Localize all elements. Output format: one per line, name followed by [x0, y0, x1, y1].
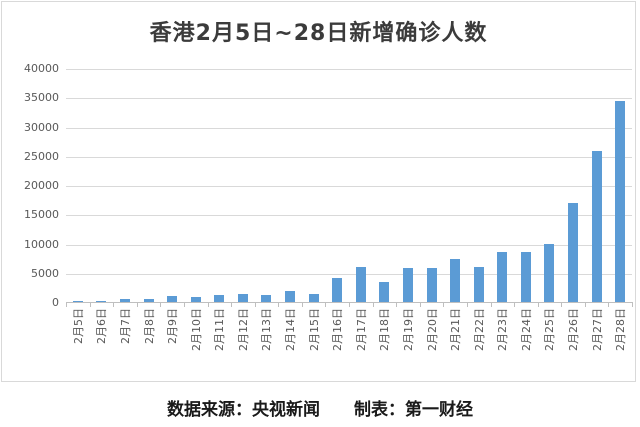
- gridline: [66, 69, 632, 70]
- x-axis-tick: [490, 303, 492, 307]
- x-tick-label: 2月6日: [95, 308, 109, 344]
- x-tick-label: 2月11日: [213, 308, 227, 351]
- bar-2月10日: [190, 297, 201, 303]
- x-tick-label: 2月14日: [284, 308, 298, 351]
- x-tick-label: 2月12日: [236, 308, 250, 351]
- x-axis-tick: [301, 303, 303, 307]
- bar-2月23日: [497, 252, 508, 303]
- x-axis-tick: [207, 303, 209, 307]
- x-axis-tick: [231, 303, 233, 307]
- x-tick-label: 2月25日: [543, 308, 557, 351]
- x-axis-line: [66, 302, 633, 303]
- bar-2月26日: [568, 203, 579, 303]
- bar-2月18日: [379, 281, 390, 303]
- x-tick-label: 2月27日: [590, 308, 604, 351]
- bar-2月19日: [402, 267, 413, 303]
- y-tick-label: 40000: [24, 62, 59, 75]
- bar-2月27日: [591, 150, 602, 303]
- bar-2月20日: [426, 267, 437, 303]
- bar-2月16日: [332, 277, 343, 303]
- chart-title: 香港2月5日~28日新增确诊人数: [149, 21, 488, 46]
- x-tick-label: 2月23日: [496, 308, 510, 351]
- x-tick-label: 2月24日: [519, 308, 533, 351]
- x-axis-tick: [113, 303, 115, 307]
- x-tick-label: 2月7日: [118, 308, 132, 344]
- x-axis-tick: [66, 303, 67, 307]
- bar-2月8日: [143, 299, 154, 303]
- bar-2月15日: [308, 293, 319, 303]
- x-tick-label: 2月26日: [567, 308, 581, 351]
- x-axis-tick: [349, 303, 350, 307]
- x-axis-tick: [396, 303, 398, 307]
- x-tick-label: 2月17日: [354, 308, 368, 351]
- x-axis-tick: [254, 303, 256, 307]
- plot-area: [66, 69, 632, 303]
- x-axis-tick: [419, 303, 421, 307]
- bar-2月25日: [544, 244, 555, 303]
- x-tick-label: 2月16日: [331, 308, 345, 351]
- bar-2月11日: [214, 295, 225, 303]
- x-tick-label: 2月20日: [425, 308, 439, 351]
- x-axis-tick: [160, 303, 162, 307]
- gridline: [66, 215, 632, 217]
- bar-2月22日: [473, 266, 484, 303]
- y-tick-label: 5000: [31, 266, 59, 280]
- bar-2月9日: [167, 296, 178, 303]
- bar-2月14日: [285, 290, 296, 303]
- x-tick-label: 2月28日: [614, 308, 628, 351]
- x-axis-tick: [537, 303, 539, 307]
- bar-2月12日: [237, 294, 248, 303]
- x-tick-label: 2月10日: [189, 308, 203, 351]
- x-axis-tick: [632, 303, 633, 307]
- x-tick-label: 2月9日: [166, 308, 180, 344]
- y-tick-label: 15000: [24, 208, 59, 222]
- bar-2月7日: [119, 299, 130, 303]
- x-tick-label: 2月22日: [472, 308, 486, 351]
- x-tick-label: 2月8日: [142, 308, 156, 344]
- gridline: [66, 244, 632, 246]
- y-tick-label: 10000: [24, 237, 59, 251]
- bar-2月21日: [450, 258, 461, 303]
- x-tick-label: 2月18日: [378, 308, 392, 351]
- x-axis-tick: [608, 303, 610, 307]
- x-axis-tick: [466, 303, 468, 307]
- y-tick-label: 30000: [24, 120, 59, 134]
- x-axis-tick-labels: 2月5日 2月6日 2月7日 2月8日 2月9日 2月10日 2月11日 2月12日 2月13日…: [66, 308, 632, 384]
- gridline: [66, 98, 632, 100]
- gridline: [66, 156, 632, 158]
- x-axis-tick: [136, 303, 138, 307]
- bar-2月28日: [615, 101, 626, 303]
- x-tick-label: 2月21日: [449, 308, 463, 351]
- bar-2月13日: [261, 295, 272, 303]
- x-axis-tick: [561, 303, 563, 307]
- x-tick-label: 2月15日: [307, 308, 321, 351]
- bar-2月17日: [355, 267, 366, 303]
- gridline: [66, 186, 632, 187]
- caption: 数据来源：央视新闻 制表：第一财经: [0, 395, 640, 420]
- gridline: [66, 127, 632, 129]
- x-axis-tick: [584, 303, 586, 307]
- y-tick-label: 35000: [24, 91, 59, 105]
- x-axis-tick: [443, 303, 445, 307]
- bar-2月24日: [520, 251, 531, 303]
- x-tick-label: 2月19日: [401, 308, 415, 351]
- y-tick-label: 20000: [24, 179, 59, 192]
- x-axis-tick: [325, 303, 327, 307]
- y-tick-label: 0: [52, 296, 59, 309]
- x-axis-tick: [89, 303, 91, 307]
- caption-chart-maker: 制表：第一财经: [354, 400, 473, 420]
- x-axis-tick: [372, 303, 374, 307]
- x-tick-label: 2月5日: [71, 308, 85, 344]
- gridline: [66, 273, 632, 275]
- bar-2月5日: [72, 300, 83, 303]
- x-axis-tick: [514, 303, 516, 307]
- chart-frame: 香港2月5日~28日新增确诊人数 0 5000 10000 15000 20000 250…: [1, 1, 636, 382]
- x-tick-label: 2月13日: [260, 308, 274, 351]
- caption-data-source: 数据来源：央视新闻: [167, 400, 320, 420]
- x-axis-tick: [183, 303, 185, 307]
- y-tick-label: 25000: [24, 149, 59, 163]
- x-axis-tick: [278, 303, 280, 307]
